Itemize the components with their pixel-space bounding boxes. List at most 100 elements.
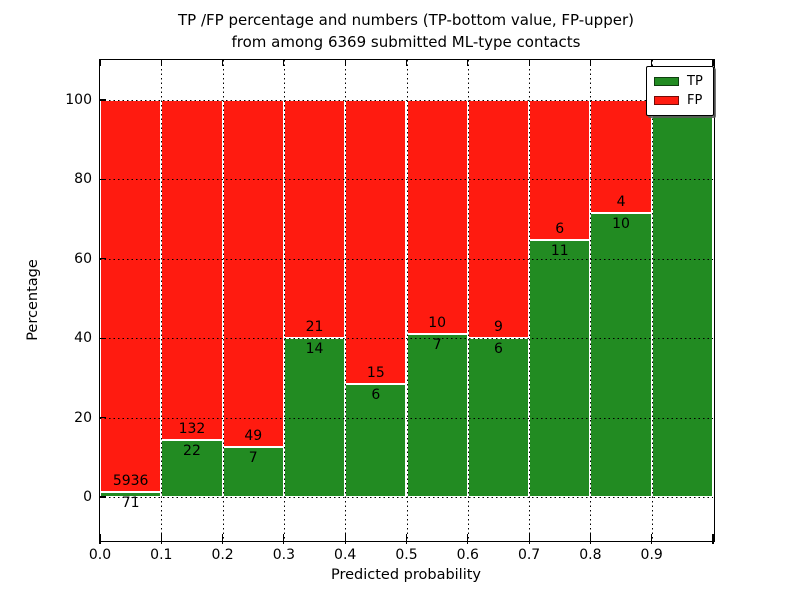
x-tick-mark (528, 534, 530, 544)
x-tick-mark (222, 534, 224, 544)
tp-count-label: 6 (371, 386, 381, 403)
x-tick-mark (589, 534, 591, 544)
tp-count-label: 10 (612, 216, 630, 233)
stacked-bar-bin-0.2: 49 7 (222, 100, 284, 497)
fp-count-label: 9 (493, 319, 503, 336)
tp-count-label: 7 (248, 450, 258, 467)
x-tick-label: 0.9 (640, 547, 663, 563)
vertical-gridline (161, 60, 163, 540)
tp-count-label: 7 (432, 336, 442, 353)
vertical-gridline (590, 60, 592, 540)
tp-count-label: 11 (550, 243, 569, 260)
stacked-bar-bin-0.7: 6 11 (529, 100, 591, 497)
x-tick-mark (99, 60, 101, 66)
x-tick-label: 0.1 (150, 547, 173, 563)
vertical-gridline (529, 60, 531, 540)
tp-bar-segment (651, 100, 713, 497)
x-tick-label: 0.6 (456, 547, 479, 563)
x-tick-label: 0.5 (395, 547, 418, 563)
y-tick-label: 100 (65, 92, 92, 108)
stacked-bar-bin-0.1: 132 22 (161, 100, 223, 497)
legend-swatch-tp (654, 77, 679, 86)
tp-count-label: 6 (493, 341, 503, 358)
y-tick-mark (100, 417, 106, 419)
x-tick-mark (651, 534, 653, 544)
x-tick-mark (651, 60, 653, 66)
y-tick-label: 80 (74, 171, 92, 188)
fp-bar-segment (529, 100, 591, 241)
fp-bar-segment (222, 100, 284, 448)
chart-title: TP /FP percentage and numbers (TP-bottom… (103, 9, 709, 53)
fp-count-label: 15 (366, 364, 385, 381)
x-tick-mark (467, 534, 469, 544)
chart-title-line1: TP /FP percentage and numbers (TP-bottom… (178, 11, 634, 29)
tp-bar-segment (590, 213, 652, 497)
vertical-gridline (283, 60, 285, 540)
legend: TP FP (646, 66, 714, 116)
fp-count-label: 132 (178, 421, 206, 438)
tp-bar-segment (345, 383, 407, 497)
tp-bar-segment (467, 338, 530, 497)
fp-count-label: 5936 (112, 473, 149, 490)
stacked-bar-bin-0.4: 15 6 (345, 100, 407, 497)
vertical-gridline (406, 60, 408, 540)
fp-count-label: 10 (428, 314, 447, 331)
vertical-gridline (222, 60, 224, 540)
y-tick-mark (100, 496, 106, 498)
legend-entry-tp: TP (654, 72, 707, 91)
vertical-gridline (651, 60, 653, 540)
x-tick-label: 0.7 (517, 547, 541, 563)
stacked-bar-bin-0.9: 33 (651, 100, 713, 497)
x-tick-mark (344, 534, 346, 544)
fp-bar-segment (283, 100, 346, 339)
legend-swatch-fp (654, 96, 679, 105)
stacked-bar-bin-0.5: 10 7 (406, 100, 468, 497)
y-tick-label: 40 (74, 330, 92, 347)
tp-count-label: 71 (121, 495, 140, 512)
chart-title-line2: from among 6369 submitted ML-type contac… (231, 33, 581, 51)
tp-bar-segment (222, 447, 284, 497)
x-tick-mark (344, 60, 346, 66)
x-tick-mark (405, 534, 408, 544)
x-tick-label: 0.3 (272, 547, 296, 563)
x-tick-mark (712, 534, 714, 544)
fp-bar-segment (467, 100, 530, 339)
y-tick-label: 20 (74, 409, 92, 426)
x-tick-mark (589, 60, 591, 66)
x-tick-mark (405, 60, 408, 66)
x-tick-mark (283, 534, 285, 544)
legend-label: FP (687, 93, 703, 108)
legend-entry-fp: FP (654, 91, 707, 110)
x-tick-label: 0.0 (88, 547, 112, 563)
x-tick-label: 0.2 (211, 547, 234, 563)
fp-count-label: 4 (616, 194, 626, 211)
fp-count-label: 49 (244, 428, 263, 445)
vertical-gridline (345, 60, 347, 540)
x-tick-mark (712, 60, 714, 66)
x-tick-mark (160, 534, 162, 544)
tp-bar-segment (161, 440, 223, 497)
x-tick-mark (467, 60, 469, 66)
fp-bar-segment (590, 100, 652, 214)
y-tick-mark (100, 337, 106, 339)
y-tick-label: 60 (74, 250, 92, 267)
stacked-bar-bin-0.0: 5936 71 (100, 100, 162, 511)
x-tick-mark (160, 60, 162, 66)
fp-count-label: 21 (305, 319, 324, 336)
y-tick-mark (100, 178, 106, 180)
x-axis-label: Predicted probability (330, 567, 482, 583)
y-tick-mark (100, 99, 106, 101)
y-tick-mark (100, 258, 106, 260)
tp-bar-segment (100, 492, 162, 497)
tp-count-label: 22 (183, 443, 201, 460)
x-tick-mark (528, 60, 530, 66)
x-tick-mark (99, 534, 101, 544)
y-axis-label: Percentage (25, 259, 41, 341)
x-tick-label: 0.8 (579, 547, 602, 563)
stacked-bar-bin-0.8: 4 10 (590, 100, 652, 497)
fp-bar-segment (345, 100, 407, 384)
x-tick-mark (222, 60, 224, 66)
x-tick-label: 0.4 (334, 547, 357, 563)
